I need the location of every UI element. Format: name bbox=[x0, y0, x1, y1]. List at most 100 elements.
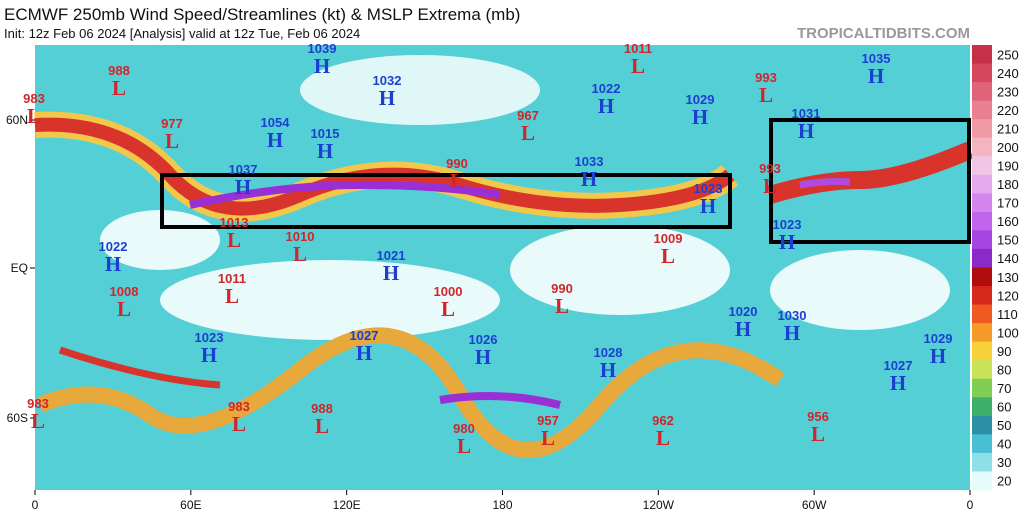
center-pressure: 1028 bbox=[594, 345, 623, 360]
colorbar-swatch bbox=[972, 471, 992, 491]
center-pressure: 977 bbox=[161, 116, 183, 131]
center-pressure: 1010 bbox=[286, 229, 315, 244]
lon-label: 0 bbox=[967, 498, 974, 512]
center-type: L bbox=[227, 228, 241, 252]
lon-label: 180 bbox=[492, 498, 512, 512]
center-pressure: 1026 bbox=[469, 332, 498, 347]
center-pressure: 962 bbox=[652, 413, 674, 428]
colorbar: 250 240 230 220 210 200 190 180 170 160 150 140 130 1… bbox=[972, 45, 1019, 491]
colorbar-label: 200 bbox=[997, 140, 1019, 155]
center-type: H bbox=[735, 317, 751, 341]
center-type: L bbox=[656, 426, 670, 450]
center-pressure: 1011 bbox=[624, 41, 652, 56]
center-pressure: 1027 bbox=[884, 358, 913, 373]
center-pressure: 956 bbox=[807, 409, 829, 424]
colorbar-label: 210 bbox=[997, 121, 1019, 136]
center-type: H bbox=[356, 341, 372, 365]
center-type: L bbox=[441, 297, 455, 321]
center-pressure: 1008 bbox=[110, 284, 139, 299]
colorbar-label: 80 bbox=[997, 362, 1011, 377]
colorbar-swatch bbox=[972, 248, 992, 268]
center-type: L bbox=[315, 414, 329, 438]
colorbar-label: 180 bbox=[997, 177, 1019, 192]
center-pressure: 1030 bbox=[778, 308, 807, 323]
colorbar-label: 130 bbox=[997, 270, 1019, 285]
center-type: L bbox=[232, 412, 246, 436]
center-type: L bbox=[763, 174, 777, 198]
lat-label: 60N bbox=[6, 113, 28, 127]
center-type: H bbox=[105, 252, 121, 276]
center-pressure: 1037 bbox=[229, 162, 258, 177]
colorbar-swatch bbox=[972, 341, 992, 361]
center-pressure: 1015 bbox=[311, 126, 340, 141]
center-type: L bbox=[165, 129, 179, 153]
lon-label: 0 bbox=[32, 498, 39, 512]
center-type: L bbox=[450, 169, 464, 193]
lon-label: 60E bbox=[180, 498, 201, 512]
center-pressure: 1032 bbox=[373, 73, 402, 88]
colorbar-label: 30 bbox=[997, 455, 1011, 470]
center-type: H bbox=[379, 86, 395, 110]
lon-label: 120E bbox=[333, 498, 361, 512]
subtitle: Init: 12z Feb 06 2024 [Analysis] valid a… bbox=[4, 26, 360, 41]
center-pressure: 1035 bbox=[862, 51, 891, 66]
center-type: H bbox=[267, 128, 283, 152]
center-type: H bbox=[383, 261, 399, 285]
colorbar-swatch bbox=[972, 378, 992, 398]
colorbar-label: 190 bbox=[997, 159, 1019, 174]
colorbar-swatch bbox=[972, 304, 992, 324]
colorbar-label: 20 bbox=[997, 474, 1011, 489]
center-type: L bbox=[555, 294, 569, 318]
center-type: H bbox=[930, 344, 946, 368]
center-type: H bbox=[798, 119, 814, 143]
colorbar-label: 250 bbox=[997, 47, 1019, 62]
colorbar-swatch bbox=[972, 267, 992, 287]
center-pressure: 1023 bbox=[694, 181, 723, 196]
colorbar-swatch bbox=[972, 434, 992, 454]
center-type: L bbox=[631, 54, 645, 78]
colorbar-swatch bbox=[972, 82, 992, 102]
colorbar-swatch bbox=[972, 286, 992, 306]
colorbar-swatch bbox=[972, 230, 992, 250]
lon-label: 60W bbox=[802, 498, 827, 512]
center-type: H bbox=[317, 139, 333, 163]
colorbar-label: 170 bbox=[997, 196, 1019, 211]
center-type: H bbox=[890, 371, 906, 395]
colorbar-swatch bbox=[972, 156, 992, 176]
colorbar-label: 40 bbox=[997, 437, 1011, 452]
colorbar-swatch bbox=[972, 100, 992, 120]
center-type: H bbox=[600, 358, 616, 382]
center-pressure: 1013 bbox=[220, 215, 249, 230]
center-pressure: 1023 bbox=[195, 330, 224, 345]
colorbar-swatch bbox=[972, 323, 992, 343]
center-pressure: 990 bbox=[551, 281, 573, 296]
colorbar-swatch bbox=[972, 193, 992, 213]
colorbar-swatch bbox=[972, 397, 992, 417]
colorbar-label: 70 bbox=[997, 381, 1011, 396]
lat-label: 60S bbox=[7, 411, 28, 425]
center-pressure: 993 bbox=[759, 161, 781, 176]
center-type: L bbox=[117, 297, 131, 321]
center-pressure: 993 bbox=[755, 70, 777, 85]
center-type: H bbox=[700, 194, 716, 218]
center-type: H bbox=[475, 345, 491, 369]
map-field bbox=[34, 45, 974, 490]
lon-label: 120W bbox=[643, 498, 675, 512]
center-type: L bbox=[457, 434, 471, 458]
colorbar-swatch bbox=[972, 63, 992, 83]
center-pressure: 1023 bbox=[773, 217, 802, 232]
center-type: L bbox=[759, 83, 773, 107]
watermark: TROPICALTIDBITS.COM bbox=[797, 25, 970, 42]
center-type: L bbox=[225, 284, 239, 308]
colorbar-swatch bbox=[972, 137, 992, 157]
center-pressure: 1029 bbox=[686, 92, 715, 107]
colorbar-label: 160 bbox=[997, 214, 1019, 229]
center-pressure: 1027 bbox=[350, 328, 379, 343]
center-type: L bbox=[811, 422, 825, 446]
colorbar-label: 140 bbox=[997, 251, 1019, 266]
center-type: H bbox=[692, 105, 708, 129]
center-type: L bbox=[541, 426, 555, 450]
center-type: H bbox=[235, 175, 251, 199]
center-pressure: 1033 bbox=[575, 154, 604, 169]
